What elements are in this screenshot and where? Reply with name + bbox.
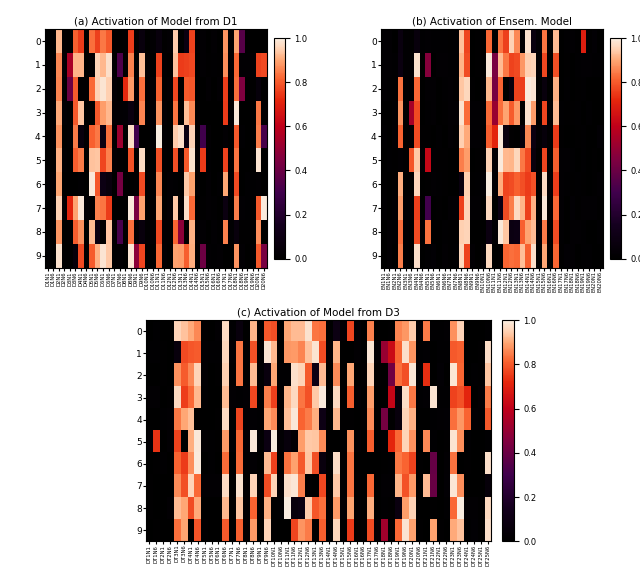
Title: (a) Activation of Model from D1: (a) Activation of Model from D1 bbox=[74, 17, 237, 27]
Title: (c) Activation of Model from D3: (c) Activation of Model from D3 bbox=[237, 308, 400, 318]
Title: (b) Activation of Ensem. Model: (b) Activation of Ensem. Model bbox=[412, 17, 572, 27]
